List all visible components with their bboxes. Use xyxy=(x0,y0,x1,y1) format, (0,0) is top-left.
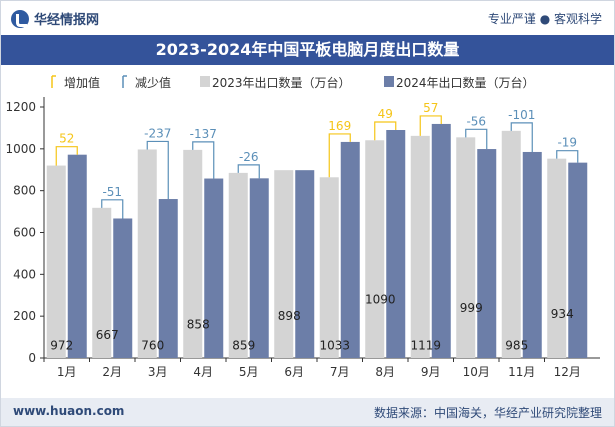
diff-bracket-4 xyxy=(237,164,260,179)
diff-bracket-2 xyxy=(146,140,169,200)
bar-2024-9 xyxy=(477,149,497,358)
x-tick-label-3: 4月 xyxy=(193,365,213,379)
diff-bracket-6 xyxy=(328,133,351,178)
bar-2024-10 xyxy=(522,151,542,358)
data-source: 数据来源：中国海关，华经产业研究院整理 xyxy=(373,406,602,420)
brand-tags: 专业严谨 ● 客观科学 xyxy=(487,12,602,26)
diff-bracket-9 xyxy=(465,128,488,150)
x-tick-label-11: 12月 xyxy=(554,365,581,379)
brand-logo-icon xyxy=(11,9,29,28)
bar-2023-0 xyxy=(46,165,66,358)
diff-label-10: -101 xyxy=(508,108,535,122)
bar-2024-5 xyxy=(295,170,315,358)
bottom-bar: www.huaon.com 数据来源：中国海关，华经产业研究院整理 xyxy=(1,398,614,426)
value-label-1: 667 xyxy=(96,328,119,342)
diff-bracket-0 xyxy=(55,146,78,166)
x-tick-label-9: 10月 xyxy=(463,365,490,379)
labels: 52 -51 -237 -137 -26 169 49 57 -56 -101 -19 972 667 7… xyxy=(50,101,577,353)
legend-marker-1 xyxy=(122,75,127,88)
legend-entry-0: 增加值 xyxy=(64,75,100,90)
legend: 增加值 减少值 2023年出口数量（万台） 2024年出口数量（万台） xyxy=(51,75,535,90)
diff-label-2: -237 xyxy=(144,126,171,140)
diff-bracket-11 xyxy=(556,150,579,163)
y-tick-label-4: 800 xyxy=(13,184,36,198)
legend-marker-2 xyxy=(200,76,210,87)
chart-title: 2023-2024年中国平板电脑月度出口数量 xyxy=(1,35,614,65)
bar-2024-2 xyxy=(158,199,178,358)
x-tick-label-8: 9月 xyxy=(421,365,441,379)
x-tick-label-5: 6月 xyxy=(284,365,304,379)
value-label-8: 1119 xyxy=(410,338,441,352)
bar-2023-1 xyxy=(92,207,112,358)
diff-label-4: -26 xyxy=(239,150,259,164)
bar-2024-7 xyxy=(386,130,406,358)
bar-2023-6 xyxy=(319,177,339,358)
legend-entry-2: 2023年出口数量（万台） xyxy=(212,75,351,90)
x-tick-label-10: 11月 xyxy=(508,365,535,379)
y-tick-label-0: 0 xyxy=(28,351,36,365)
value-label-11: 934 xyxy=(551,307,574,321)
top-bar: 华经情报网 专业严谨 ● 客观科学 xyxy=(1,1,614,35)
legend-entry-3: 2024年出口数量（万台） xyxy=(396,75,535,90)
site-url[interactable]: www.huaon.com xyxy=(13,404,125,418)
x-tick-label-7: 8月 xyxy=(375,365,395,379)
diff-bracket-8 xyxy=(419,115,442,136)
diff-label-8: 57 xyxy=(423,101,438,115)
bar-2023-8 xyxy=(410,135,430,358)
brand-name: 华经情报网 xyxy=(34,13,100,28)
bar-2024-6 xyxy=(340,141,360,358)
value-label-2: 760 xyxy=(141,338,164,352)
value-label-0: 972 xyxy=(50,338,73,352)
diff-label-11: -19 xyxy=(557,136,577,150)
bar-2023-9 xyxy=(456,137,476,358)
bar-2023-3 xyxy=(183,149,203,358)
diff-label-9: -56 xyxy=(466,114,486,128)
bar-2023-10 xyxy=(501,130,521,358)
bar-2024-8 xyxy=(431,123,451,358)
diff-label-0: 52 xyxy=(59,132,74,146)
bar-2024-0 xyxy=(67,154,87,358)
diff-bracket-1 xyxy=(101,199,124,219)
x-tick-label-6: 7月 xyxy=(330,365,350,379)
value-label-3: 858 xyxy=(187,318,210,332)
legend-marker-3 xyxy=(384,76,394,87)
value-label-6: 1033 xyxy=(319,338,350,352)
diff-bracket-7 xyxy=(374,121,397,141)
value-label-9: 999 xyxy=(460,301,483,315)
bar-2024-3 xyxy=(204,178,224,358)
diff-bracket-3 xyxy=(192,141,215,179)
x-tick-label-4: 5月 xyxy=(239,365,259,379)
bar-chart: 增加值 减少值 2023年出口数量（万台） 2024年出口数量（万台） 0 200 400… xyxy=(5,75,600,379)
y-tick-label-1: 200 xyxy=(13,309,36,323)
bar-2023-5 xyxy=(274,170,294,358)
bar-2023-4 xyxy=(228,172,248,358)
x-tick-label-0: 1月 xyxy=(57,365,77,379)
legend-marker-0 xyxy=(51,75,56,88)
bar-2024-1 xyxy=(113,218,133,358)
bar-2023-11 xyxy=(547,158,567,358)
value-label-7: 1090 xyxy=(365,292,396,306)
value-label-5: 898 xyxy=(278,309,301,323)
value-label-10: 985 xyxy=(505,338,528,352)
brand[interactable]: 华经情报网 xyxy=(11,9,99,28)
diff-label-7: 49 xyxy=(378,107,393,121)
x-tick-label-2: 3月 xyxy=(148,365,168,379)
bar-2023-7 xyxy=(365,140,385,358)
y-tick-label-2: 400 xyxy=(13,267,36,281)
diff-label-1: -51 xyxy=(102,185,122,199)
y-tick-label-6: 1200 xyxy=(5,100,36,114)
x-tick-label-1: 2月 xyxy=(102,365,122,379)
bar-2024-4 xyxy=(249,178,269,358)
diff-label-3: -137 xyxy=(190,127,217,141)
bar-2023-2 xyxy=(137,149,157,358)
diff-bracket-10 xyxy=(510,122,533,152)
diff-label-6: 169 xyxy=(328,119,351,133)
bar-2024-11 xyxy=(568,162,588,358)
y-tick-label-5: 1000 xyxy=(5,142,36,156)
legend-entry-1: 减少值 xyxy=(135,75,171,90)
bars xyxy=(46,115,588,358)
y-tick-label-3: 600 xyxy=(13,226,36,240)
value-label-4: 859 xyxy=(232,338,255,352)
